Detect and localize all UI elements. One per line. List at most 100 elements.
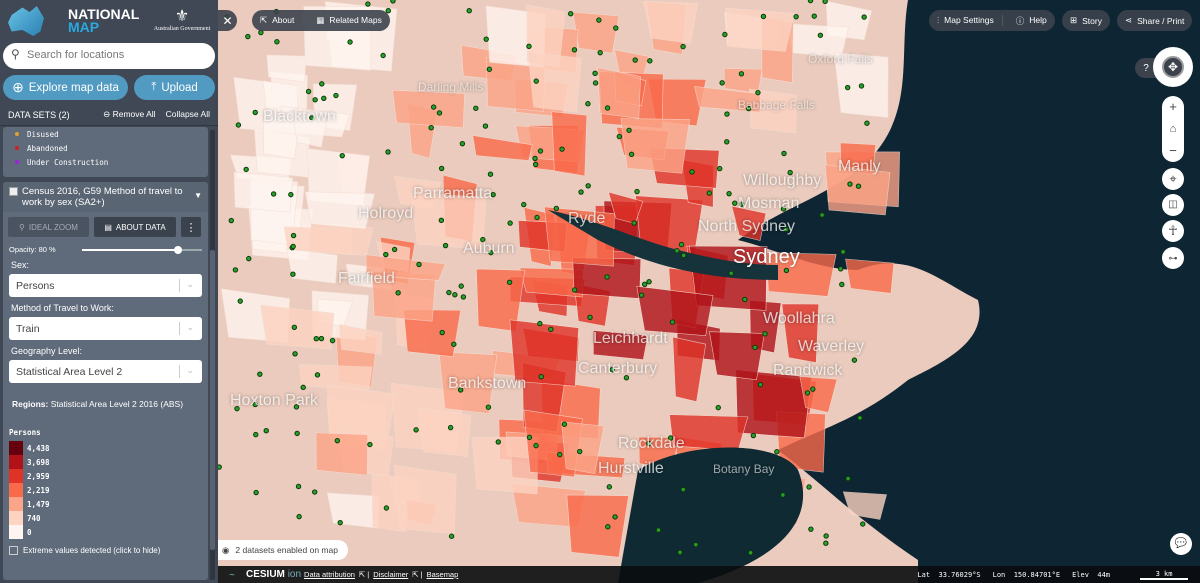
layer-visibility-checkbox[interactable] — [9, 187, 18, 196]
station-point — [738, 71, 745, 77]
disclaimer-link[interactable]: Disclaimer — [373, 570, 409, 579]
opacity-slider[interactable] — [82, 245, 202, 254]
station-point — [706, 190, 713, 196]
locate-button[interactable]: ⌖ — [1162, 168, 1184, 190]
station-point — [237, 298, 243, 304]
station-point — [442, 242, 449, 249]
regions-info: Regions: Statistical Area Level 2 2016 (… — [12, 399, 184, 409]
station-point — [571, 47, 578, 53]
share-print-button[interactable]: ⋖ Share / Print — [1117, 10, 1193, 31]
station-point — [252, 401, 258, 408]
sa2-region — [315, 432, 368, 476]
map-settings-button[interactable]: ⫶ Map Settings — [929, 15, 1003, 26]
geography-select[interactable]: Statistical Area Level 2 ⌄ — [9, 360, 202, 383]
sa2-region — [725, 7, 795, 52]
collapse-sidebar-button[interactable]: ✕ — [218, 10, 237, 31]
place-label: Mosman — [738, 195, 800, 212]
station-point — [837, 266, 844, 272]
extreme-values-toggle[interactable]: Extreme values detected (click to hide) — [3, 539, 208, 556]
station-point — [822, 0, 828, 5]
datasets-enabled-pill[interactable]: ◉ 2 datasets enabled on map — [218, 540, 348, 560]
method-select[interactable]: Train ⌄ — [9, 317, 202, 340]
collapse-all-button[interactable]: Collapse All — [165, 109, 210, 119]
related-maps-button[interactable]: ▦ Related Maps — [316, 15, 382, 25]
station-point — [548, 326, 554, 333]
data-attribution-link[interactable]: Data attribution — [304, 570, 355, 579]
sa2-region — [286, 247, 338, 284]
station-point — [321, 95, 327, 102]
story-button[interactable]: ⊞ Story — [1062, 10, 1110, 31]
sa2-region — [643, 1, 699, 44]
compass[interactable]: ✥ — [1153, 47, 1193, 87]
about-data-button[interactable]: ▤ ABOUT DATA — [94, 217, 176, 237]
station-point — [288, 191, 294, 198]
station-point — [628, 151, 635, 158]
station-point — [647, 58, 653, 64]
sex-label: Sex: — [11, 260, 30, 270]
station-point — [646, 440, 652, 447]
zoom-out-button[interactable]: − — [1169, 143, 1177, 158]
sa2-region — [781, 303, 820, 364]
place-label: Woollahra — [763, 310, 835, 327]
sa2-region — [509, 319, 579, 387]
station-point — [750, 432, 757, 439]
station-point — [292, 351, 298, 357]
legend-item: 3,698 — [9, 455, 208, 469]
place-label: Willoughby — [743, 172, 822, 189]
home-icon[interactable]: ⌂ — [1169, 123, 1177, 135]
sa2-region — [672, 336, 707, 403]
station-point — [458, 283, 464, 289]
station-point — [486, 66, 493, 72]
broadcast-icon: ◉ — [222, 544, 230, 555]
station-point — [383, 505, 390, 511]
ideal-zoom-button[interactable]: ⚲ IDEAL ZOOM — [8, 217, 89, 237]
feedback-button[interactable]: 💬 — [1170, 533, 1192, 555]
split-screen-button[interactable]: ◫ — [1162, 194, 1184, 216]
terria-logo: ∼ — [228, 570, 236, 579]
help-button[interactable]: ⓘ Help — [1015, 14, 1047, 26]
station-point — [234, 405, 240, 412]
station-point — [860, 521, 866, 527]
explore-map-data-button[interactable]: ⊕ Explore map data — [3, 75, 128, 100]
map-viewport[interactable]: Darling Mills Blacktown Parramatta Holroyd F… — [218, 0, 1200, 583]
chevron-down-icon[interactable]: ▼ — [194, 191, 202, 200]
datasets-title: DATA SETS (2) — [8, 109, 70, 120]
place-label: North Sydney — [698, 218, 795, 235]
about-button[interactable]: ⇱ About — [252, 15, 304, 26]
station-point — [732, 200, 738, 206]
station-point — [380, 52, 386, 59]
layer-title: Census 2016, G59 Method of travel to wor… — [22, 186, 183, 208]
sa2-region — [561, 421, 605, 474]
search-input[interactable]: ⚲ Search for locations — [3, 43, 215, 69]
sex-select[interactable]: Persons ⌄ — [9, 274, 202, 297]
station-point — [485, 404, 492, 410]
place-label: Holroyd — [358, 205, 414, 222]
chevron-down-icon: ⌄ — [186, 322, 194, 332]
basemap-link[interactable]: Basemap — [426, 570, 459, 579]
zoom-in-button[interactable]: + — [1169, 99, 1177, 114]
extreme-checkbox[interactable] — [9, 546, 18, 555]
measure-tool-button[interactable]: ⊶ — [1162, 247, 1184, 269]
station-point — [473, 105, 479, 111]
sidebar-scrollbar[interactable] — [210, 130, 215, 580]
station-point — [447, 424, 454, 431]
pedestrian-mode-button[interactable]: ☥ — [1162, 220, 1184, 242]
station-point — [587, 314, 593, 320]
station-point — [623, 375, 630, 381]
national-map-logo[interactable]: NATIONAL MAP ⚜ Australian Government — [0, 0, 218, 42]
place-label: Hoxton Park — [230, 392, 319, 409]
legend-item: 1,479 — [9, 497, 208, 511]
station-point — [413, 427, 419, 433]
more-options-button[interactable]: ⋮ — [181, 217, 201, 237]
station-point — [738, 201, 745, 207]
upload-button[interactable]: ⤒ Upload — [134, 75, 215, 100]
station-point — [638, 292, 645, 298]
station-point — [823, 540, 829, 546]
sa2-region — [338, 324, 383, 355]
remove-all-button[interactable]: ⊖ Remove All — [103, 109, 156, 119]
compass-help-button[interactable]: ? — [1135, 58, 1157, 78]
station-point — [742, 296, 748, 303]
station-point — [385, 149, 391, 155]
station-point — [459, 140, 466, 147]
station-point — [270, 191, 277, 197]
